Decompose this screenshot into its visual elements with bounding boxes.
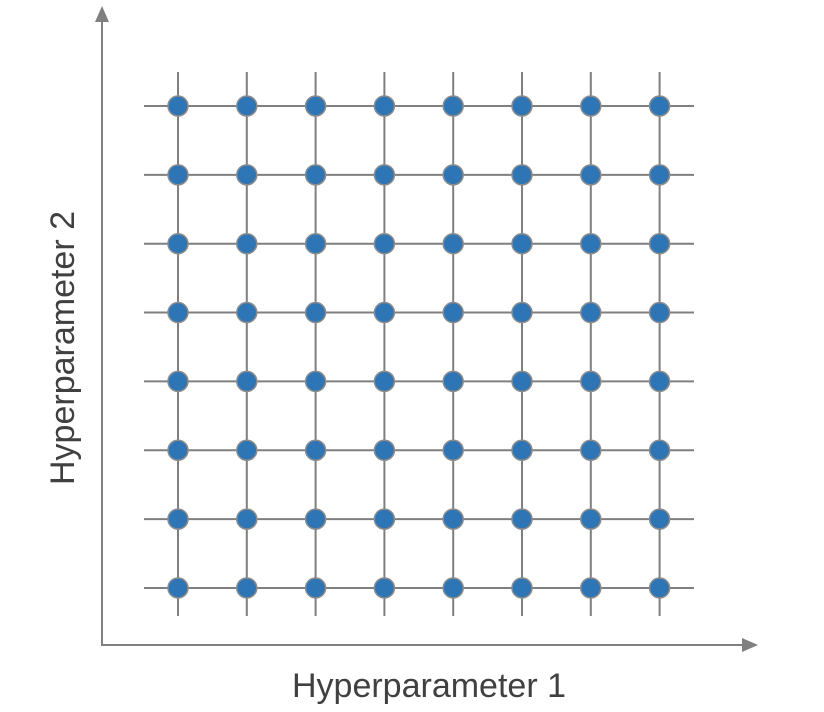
grid-point [511, 164, 533, 186]
grid-point [167, 577, 189, 599]
grid-lines [144, 72, 694, 616]
grid-point [648, 370, 671, 393]
grid-point [580, 370, 602, 393]
grid-point [304, 164, 327, 186]
grid-point [236, 370, 258, 393]
grid-point [442, 577, 464, 599]
grid-point [648, 577, 671, 599]
grid-point [442, 439, 464, 461]
grid-point [511, 232, 533, 255]
grid-point [511, 508, 533, 530]
x-axis-label: Hyperparameter 1 [292, 667, 566, 705]
grid-point [236, 439, 258, 461]
grid-point [167, 232, 189, 255]
grid-point [304, 439, 327, 461]
axes [95, 6, 758, 652]
grid-point [304, 577, 327, 599]
grid-point [511, 301, 533, 324]
grid-point [580, 577, 602, 599]
grid-point [236, 577, 258, 599]
grid-point [167, 370, 189, 393]
grid-point [442, 508, 464, 530]
grid-point [167, 95, 189, 117]
y-axis-arrow [95, 6, 109, 22]
grid-point [511, 370, 533, 393]
grid-point [648, 232, 671, 255]
grid-point [373, 95, 396, 117]
x-axis-arrow [742, 638, 758, 652]
grid-point [580, 95, 602, 117]
grid-point [236, 301, 258, 324]
grid-point [580, 164, 602, 186]
grid-point [442, 95, 464, 117]
grid-point [580, 232, 602, 255]
grid-point [648, 301, 671, 324]
grid-point [236, 164, 258, 186]
grid-point [373, 439, 396, 461]
grid-point [304, 232, 327, 255]
y-axis-label: Hyperparameter 2 [44, 211, 82, 485]
grid-point [304, 370, 327, 393]
grid-point [236, 95, 258, 117]
grid-point [373, 301, 396, 324]
grid-points [167, 95, 671, 599]
grid-point [167, 164, 189, 186]
grid-point [373, 164, 396, 186]
grid-point [236, 232, 258, 255]
grid-point [304, 301, 327, 324]
grid-point [511, 577, 533, 599]
grid-point [580, 301, 602, 324]
grid-point [580, 508, 602, 530]
grid-point [648, 508, 671, 530]
grid-point [442, 370, 464, 393]
grid-point [373, 577, 396, 599]
grid-point [648, 164, 671, 186]
grid-point [373, 370, 396, 393]
grid-point [580, 439, 602, 461]
grid-point [648, 439, 671, 461]
grid-point [304, 95, 327, 117]
grid-point [442, 164, 464, 186]
grid-point [167, 301, 189, 324]
grid-point [167, 508, 189, 530]
grid-point [236, 508, 258, 530]
grid-point [373, 508, 396, 530]
grid-point [442, 301, 464, 324]
grid-point [167, 439, 189, 461]
grid-point [442, 232, 464, 255]
grid-point [373, 232, 396, 255]
grid-point [648, 95, 671, 117]
grid-point [511, 439, 533, 461]
grid-point [304, 508, 327, 530]
grid-point [511, 95, 533, 117]
